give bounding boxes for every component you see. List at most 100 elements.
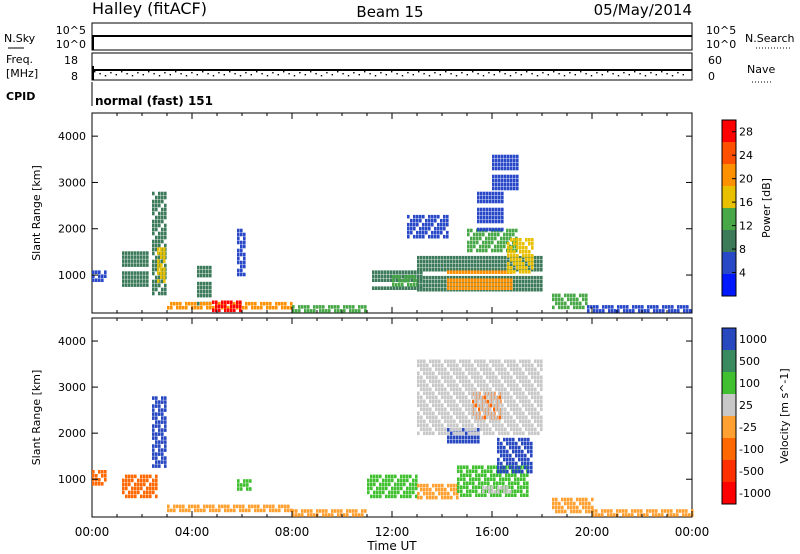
data-cell bbox=[498, 403, 501, 408]
data-cell bbox=[467, 232, 470, 237]
data-cell bbox=[408, 286, 411, 290]
nave-dot bbox=[553, 71, 555, 73]
data-cell bbox=[486, 427, 489, 432]
data-cell bbox=[516, 246, 519, 250]
data-cell bbox=[525, 263, 528, 268]
data-cell bbox=[155, 207, 158, 212]
data-cell bbox=[493, 477, 496, 481]
data-cell bbox=[492, 399, 495, 404]
data-cell bbox=[423, 287, 426, 292]
data-cell bbox=[243, 483, 246, 487]
data-cell bbox=[218, 508, 221, 513]
data-cell bbox=[504, 282, 507, 286]
data-cell bbox=[125, 279, 128, 283]
data-cell bbox=[446, 230, 449, 235]
data-cell bbox=[432, 391, 435, 396]
data-cell bbox=[441, 371, 444, 376]
data-cell bbox=[489, 367, 492, 372]
data-cell bbox=[510, 383, 513, 388]
data-cell bbox=[498, 182, 501, 187]
data-cell bbox=[498, 411, 501, 416]
data-cell bbox=[595, 509, 598, 513]
data-cell bbox=[528, 258, 531, 262]
data-cell bbox=[125, 275, 128, 279]
data-cell bbox=[444, 495, 447, 500]
data-cell bbox=[444, 283, 447, 288]
data-cell bbox=[477, 399, 480, 404]
data-cell bbox=[158, 191, 161, 196]
data-cell bbox=[137, 263, 140, 267]
data-cell bbox=[473, 232, 476, 237]
data-cell bbox=[447, 286, 450, 290]
data-cell bbox=[510, 427, 513, 432]
data-cell bbox=[475, 493, 478, 497]
data-cell bbox=[423, 371, 426, 376]
data-cell bbox=[370, 486, 373, 491]
data-cell bbox=[155, 404, 158, 408]
data-cell bbox=[450, 375, 453, 380]
data-cell bbox=[513, 363, 516, 368]
data-cell bbox=[504, 166, 507, 171]
data-cell bbox=[472, 399, 475, 404]
data-cell bbox=[492, 431, 495, 436]
data-cell bbox=[471, 286, 474, 290]
data-cell bbox=[420, 259, 423, 264]
data-cell bbox=[438, 367, 441, 372]
data-cell bbox=[516, 259, 519, 264]
nave-dot bbox=[488, 72, 490, 74]
data-cell bbox=[498, 174, 501, 179]
data-cell bbox=[432, 375, 435, 380]
data-cell bbox=[522, 279, 525, 284]
data-cell bbox=[467, 240, 470, 245]
data-cell bbox=[519, 395, 522, 400]
data-cell bbox=[620, 305, 623, 309]
data-cell bbox=[257, 504, 260, 509]
data-cell bbox=[525, 399, 528, 404]
data-cell bbox=[501, 263, 504, 268]
data-cell bbox=[137, 275, 140, 279]
data-cell bbox=[298, 513, 301, 517]
data-cell bbox=[483, 227, 486, 232]
data-cell bbox=[444, 279, 447, 284]
data-cell bbox=[567, 497, 570, 502]
data-cell bbox=[480, 407, 483, 412]
colorbar-frame bbox=[721, 327, 737, 505]
data-cell bbox=[435, 427, 438, 432]
data-cell bbox=[623, 305, 626, 309]
data-cell bbox=[513, 379, 516, 384]
data-cell bbox=[410, 230, 413, 235]
data-cell bbox=[489, 270, 492, 274]
data-cell bbox=[164, 235, 167, 240]
data-cell bbox=[224, 300, 227, 305]
data-cell bbox=[513, 255, 516, 260]
data-cell bbox=[137, 251, 140, 255]
nave-dot bbox=[617, 75, 620, 77]
data-cell bbox=[429, 431, 432, 436]
data-cell bbox=[466, 469, 469, 473]
data-cell bbox=[567, 297, 570, 302]
data-cell bbox=[652, 509, 655, 513]
data-cell bbox=[519, 275, 522, 280]
data-cell bbox=[240, 268, 243, 273]
data-cell bbox=[459, 387, 462, 392]
data-cell bbox=[417, 375, 420, 380]
data-cell bbox=[381, 274, 384, 278]
data-cell bbox=[508, 477, 511, 481]
data-cell bbox=[561, 505, 564, 510]
data-cell bbox=[531, 431, 534, 436]
data-cell bbox=[420, 419, 423, 424]
data-cell bbox=[128, 275, 131, 279]
data-cell bbox=[494, 248, 497, 253]
data-cell bbox=[447, 415, 450, 420]
data-cell bbox=[561, 305, 564, 310]
data-cell bbox=[243, 232, 246, 237]
data-cell bbox=[420, 399, 423, 404]
data-cell bbox=[440, 218, 443, 223]
data-cell bbox=[507, 383, 510, 388]
data-cell bbox=[489, 286, 492, 290]
data-cell bbox=[160, 251, 163, 255]
data-cell bbox=[471, 263, 474, 268]
data-cell bbox=[376, 490, 379, 495]
data-cell bbox=[519, 427, 522, 432]
